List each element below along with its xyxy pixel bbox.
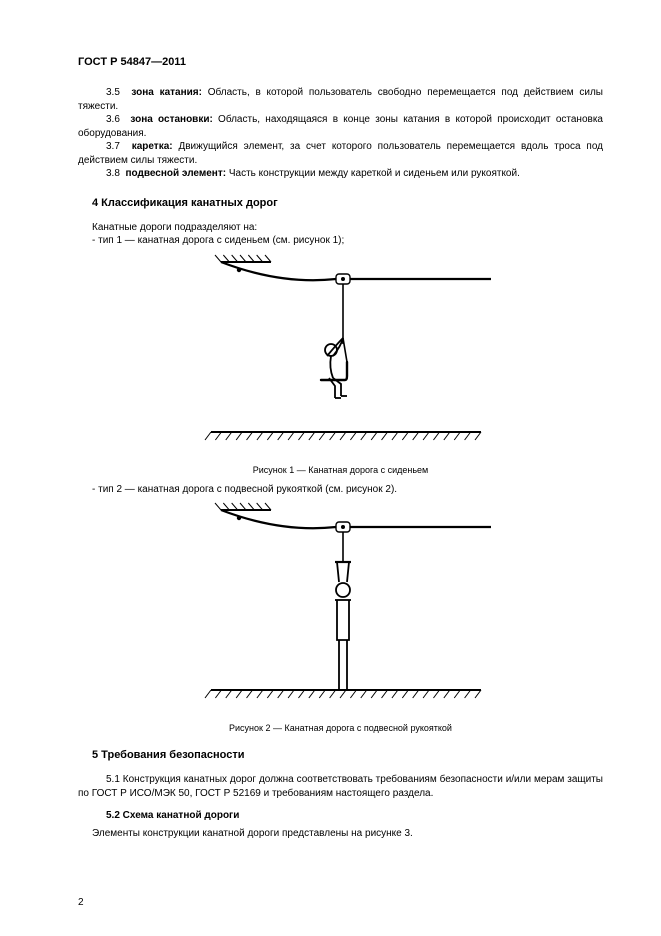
def-num: 3.7 xyxy=(106,141,120,152)
def-text: Часть конструкции между кареткой и сиден… xyxy=(226,168,520,179)
section-4-title: 4 Классификация канатных дорог xyxy=(78,197,603,209)
def-term: зона остановки: xyxy=(130,114,212,125)
section-4-intro: Канатные дороги подразделяют на: xyxy=(78,221,603,235)
def-num: 3.8 xyxy=(106,168,120,179)
type-2-line: - тип 2 — канатная дорога с подвесной ру… xyxy=(78,483,603,497)
definition-3-5: 3.5 зона катания: Область, в которой пол… xyxy=(78,86,603,113)
figure-1 xyxy=(78,254,603,459)
type-1-line: - тип 1 — канатная дорога с сиденьем (см… xyxy=(78,234,603,248)
document-header: ГОСТ Р 54847—2011 xyxy=(78,56,603,68)
definition-3-8: 3.8 подвесной элемент: Часть конструкции… xyxy=(78,167,603,181)
para-5-2-text: Элементы конструкции канатной дороги пре… xyxy=(78,827,603,841)
figure-1-svg xyxy=(191,254,491,454)
def-num: 3.6 xyxy=(106,114,120,125)
figure-2-svg xyxy=(191,502,491,712)
figure-1-caption: Рисунок 1 — Канатная дорога с сиденьем xyxy=(78,465,603,475)
subsection-5-2-title: 5.2 Схема канатной дороги xyxy=(78,810,603,821)
def-num: 3.5 xyxy=(106,87,120,98)
figure-2 xyxy=(78,502,603,717)
def-term: каретка: xyxy=(132,141,173,152)
def-term: зона катания: xyxy=(131,87,202,98)
def-term: подвесной элемент: xyxy=(125,168,226,179)
definition-3-6: 3.6 зона остановки: Область, находящаяся… xyxy=(78,113,603,140)
page-number: 2 xyxy=(78,897,84,908)
para-5-1: 5.1 Конструкция канатных дорог должна со… xyxy=(78,773,603,800)
definition-3-7: 3.7 каретка: Движущийся элемент, за счет… xyxy=(78,140,603,167)
figure-2-caption: Рисунок 2 — Канатная дорога с подвесной … xyxy=(78,723,603,733)
section-5-title: 5 Требования безопасности xyxy=(78,749,603,761)
